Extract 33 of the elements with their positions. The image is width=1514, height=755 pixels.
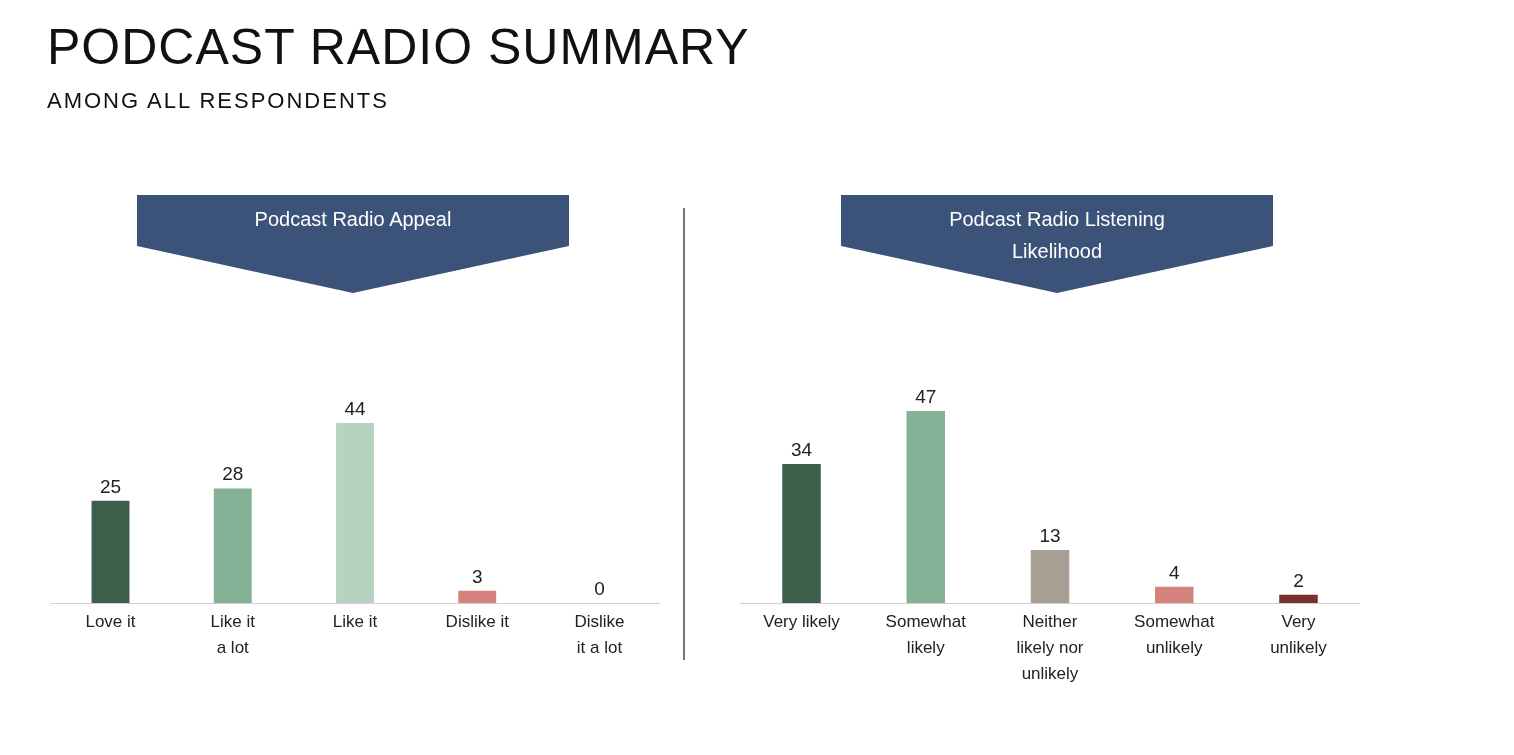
bar [213,488,252,603]
x-tick-label: Love it [85,611,136,631]
x-tick-label: Like it [332,611,378,631]
x-tick-label: Very likely [763,611,841,631]
x-tick-label: Very unlikely [1270,611,1328,657]
bar [1279,594,1318,603]
bar [336,423,374,603]
chart-title: Podcast Radio Appeal [253,207,453,232]
x-tick-label: Neither likely nor unlikely [1016,611,1084,683]
data-label: 2 [1293,569,1304,591]
data-label: 0 [594,578,605,599]
x-tick-label: Dislike it [445,611,510,631]
x-tick-label: Somewhat unlikely [1134,611,1215,657]
x-tick-label: Dislike it a lot [574,611,625,657]
data-label: 25 [99,475,122,497]
data-label: 34 [790,439,813,461]
bar [782,464,821,603]
data-label: 28 [222,463,244,485]
text: PODCAST RADIO SUMMARY [47,18,750,76]
text: AMONG ALL RESPONDENTS [47,88,389,114]
bar [91,500,130,603]
x-tick-label: Somewhat likely [885,611,967,657]
bar [906,411,946,603]
data-label: 4 [1168,561,1180,583]
data-label: 3 [471,565,483,587]
data-label: 13 [1039,524,1061,546]
data-label: 44 [344,398,366,419]
bar [1030,549,1070,603]
chart-title: Podcast Radio Listening Likelihood [948,207,1166,264]
x-tick-label: Like it a lot [210,611,256,657]
data-label: 47 [915,386,937,407]
bar [1154,586,1194,603]
bar [458,590,497,603]
